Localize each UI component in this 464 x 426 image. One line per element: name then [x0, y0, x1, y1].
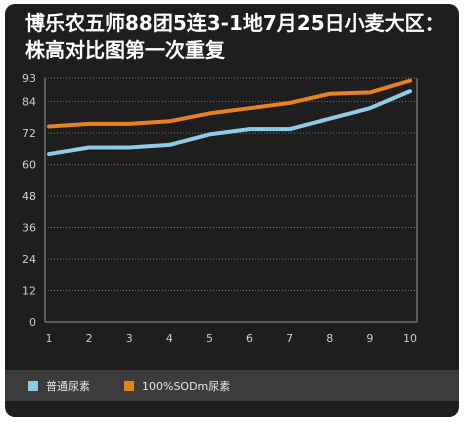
legend-item: 普通尿素 [28, 370, 90, 401]
chart-title: 博乐农五师88团5连3-1地7月25日小麦大区：株高对比图第一次重复 [25, 11, 445, 62]
y-tick-label: 0 [29, 316, 36, 329]
y-tick-label: 36 [22, 222, 36, 235]
legend-label: 普通尿素 [46, 379, 90, 393]
y-tick-label: 72 [22, 127, 36, 140]
y-tick-label: 84 [22, 96, 36, 109]
x-tick-label: 2 [86, 332, 93, 345]
x-tick-label: 6 [246, 332, 253, 345]
legend-item: 100%SODm尿素 [124, 370, 230, 401]
x-tick-label: 4 [166, 332, 173, 345]
series-line-2 [47, 78, 412, 129]
series-line-1 [47, 89, 412, 157]
x-tick-label: 8 [326, 332, 333, 345]
y-tick-label: 93 [22, 72, 36, 85]
x-tick-label: 10 [403, 332, 417, 345]
y-tick-label: 24 [22, 253, 36, 266]
x-tick-label: 3 [126, 332, 133, 345]
legend-swatch [28, 380, 38, 391]
y-tick-label: 60 [22, 159, 36, 172]
x-tick-label: 7 [286, 332, 293, 345]
chart-card: 博乐农五师88团5连3-1地7月25日小麦大区：株高对比图第一次重复 0 12 24… [5, 4, 459, 417]
x-tick-label: 5 [206, 332, 213, 345]
chart-legend: 普通尿素 100%SODm尿素 [5, 370, 459, 401]
y-tick-label: 48 [22, 190, 36, 203]
legend-swatch [124, 380, 134, 391]
x-tick-label: 1 [46, 332, 53, 345]
x-tick-label: 9 [366, 332, 373, 345]
y-tick-label: 12 [22, 285, 36, 298]
legend-label: 100%SODm尿素 [142, 379, 231, 393]
